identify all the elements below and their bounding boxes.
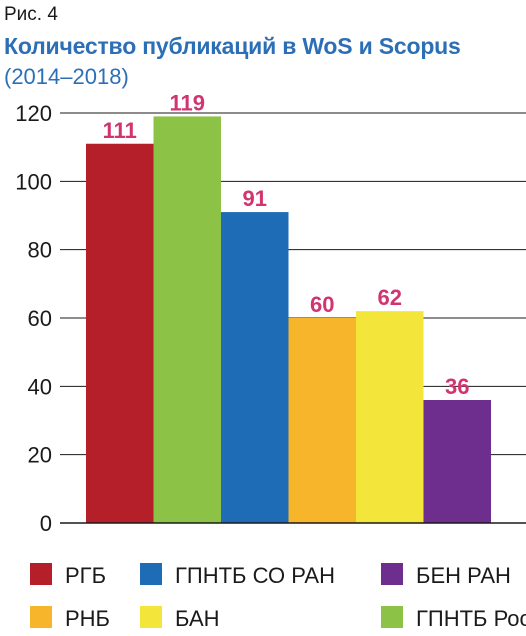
- bar: [288, 318, 356, 523]
- y-tick-label: 80: [28, 238, 52, 263]
- bar: [221, 212, 289, 524]
- legend-swatch: [140, 606, 162, 628]
- legend-label: ГПНТБ России: [416, 606, 526, 631]
- bar-value-labels: 111 119 91 60 62 36: [103, 90, 470, 399]
- legend-label: РГБ: [65, 563, 106, 588]
- legend-label: ГПНТБ СО РАН: [175, 563, 335, 588]
- legend-swatch: [30, 563, 52, 585]
- bar: [86, 143, 154, 523]
- bar-value-label: 119: [170, 90, 206, 115]
- legend-label: БАН: [175, 606, 220, 631]
- y-tick-label: 100: [15, 169, 52, 194]
- figure-label: Рис. 4: [4, 4, 58, 25]
- y-tick-label: 20: [28, 443, 52, 468]
- bars: [86, 116, 491, 524]
- chart-title: Количество публикаций в WoS и Scopus: [4, 33, 461, 59]
- legend-swatch: [140, 563, 162, 585]
- y-tick-label: 40: [28, 374, 52, 399]
- y-tick-label: 60: [28, 306, 52, 331]
- bar: [356, 311, 424, 523]
- y-tick-label: 0: [40, 511, 52, 536]
- legend-swatch: [30, 606, 52, 628]
- chart-subtitle: (2014–2018): [4, 64, 129, 89]
- bar: [423, 400, 491, 523]
- bar-value-label: 91: [243, 186, 267, 211]
- legend: РГБ ГПНТБ СО РАН БЕН РАН РНБ БАН ГПНТБ России: [30, 563, 526, 631]
- bar-value-label: 111: [103, 118, 137, 143]
- legend-swatch: [381, 606, 403, 628]
- legend-label: РНБ: [65, 606, 110, 631]
- bar-value-label: 36: [445, 374, 469, 399]
- legend-swatch: [381, 563, 403, 585]
- bar: [153, 116, 221, 524]
- legend-label: БЕН РАН: [416, 563, 511, 588]
- y-axis-tick-labels: 0 20 40 60 80 100 120: [15, 101, 52, 536]
- y-tick-label: 120: [15, 101, 52, 126]
- bar-value-label: 62: [378, 285, 402, 310]
- bar-value-label: 60: [310, 292, 334, 317]
